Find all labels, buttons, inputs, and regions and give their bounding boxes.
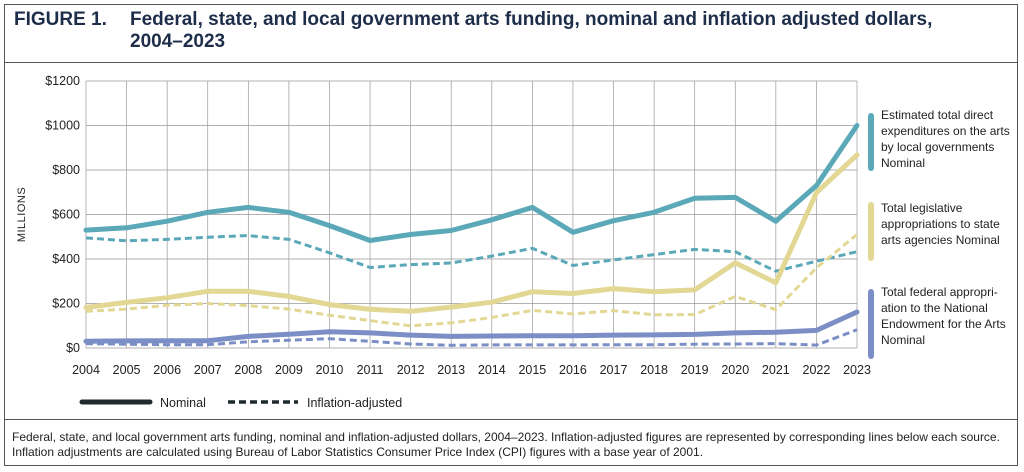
x-tick-label: 2017 <box>600 363 628 377</box>
series-label-state: arts agencies Nominal <box>881 233 1000 247</box>
legend-inflation-label: Inflation-adjusted <box>307 396 402 410</box>
y-tick-label: $400 <box>52 252 80 266</box>
figure-label: FIGURE 1. <box>14 9 107 30</box>
y-tick-label: $600 <box>52 208 80 222</box>
figure-caption: Federal, state, and local government art… <box>12 430 1000 459</box>
figure-frame <box>4 4 1018 466</box>
series-label-state: Total legislative <box>881 201 963 215</box>
series-label-local: Estimated total direct <box>881 108 994 122</box>
series-label-federal: Endowment for the Arts <box>881 317 1006 331</box>
series-local-inflation <box>85 234 858 273</box>
x-tick-label: 2018 <box>640 363 668 377</box>
legend-nominal-label: Nominal <box>160 396 206 410</box>
y-tick-label: $0 <box>66 341 80 355</box>
y-tick-label: $800 <box>52 163 80 177</box>
x-tick-label: 2021 <box>762 363 790 377</box>
y-tick-label: $200 <box>52 297 80 311</box>
series-label-local: expenditures on the arts <box>881 124 1010 138</box>
caption-divider <box>4 419 1018 420</box>
x-tick-label: 2013 <box>437 363 465 377</box>
series-state-inflation <box>85 233 858 328</box>
x-tick-label: 2010 <box>316 363 344 377</box>
series-label-federal: ation to the National <box>881 301 988 315</box>
x-tick-label: 2011 <box>357 363 384 377</box>
series-label-local: by local governments <box>881 140 994 154</box>
series-label-state: appropriations to state <box>881 217 1000 231</box>
series-label-federal: Nominal <box>881 333 925 347</box>
x-tick-label: 2006 <box>153 363 181 377</box>
x-tick-label: 2009 <box>275 363 303 377</box>
x-tick-label: 2015 <box>518 363 546 377</box>
x-tick-label: 2008 <box>234 363 262 377</box>
y-tick-label: $1200 <box>45 74 80 88</box>
x-tick-label: 2007 <box>194 363 222 377</box>
series-federal-nominal <box>83 309 860 344</box>
figure-title: Federal, state, and local government art… <box>130 9 933 52</box>
series-federal-inflation <box>85 328 858 347</box>
y-axis-label: MILLIONS <box>16 187 28 242</box>
series-local-nominal <box>83 123 860 243</box>
x-tick-label: 2012 <box>397 363 425 377</box>
x-tick-label: 2005 <box>113 363 141 377</box>
x-tick-label: 2023 <box>843 363 871 377</box>
x-tick-label: 2004 <box>72 363 100 377</box>
x-tick-label: 2014 <box>478 363 506 377</box>
x-tick-label: 2020 <box>721 363 749 377</box>
series-state-nominal <box>83 152 860 314</box>
header-divider <box>4 62 1018 63</box>
series-label-federal: Total federal appropri- <box>881 285 998 299</box>
x-tick-label: 2016 <box>559 363 587 377</box>
x-tick-label: 2019 <box>681 363 709 377</box>
y-tick-label: $1000 <box>45 119 80 133</box>
series-label-local: Nominal <box>881 156 925 170</box>
x-tick-label: 2022 <box>803 363 831 377</box>
